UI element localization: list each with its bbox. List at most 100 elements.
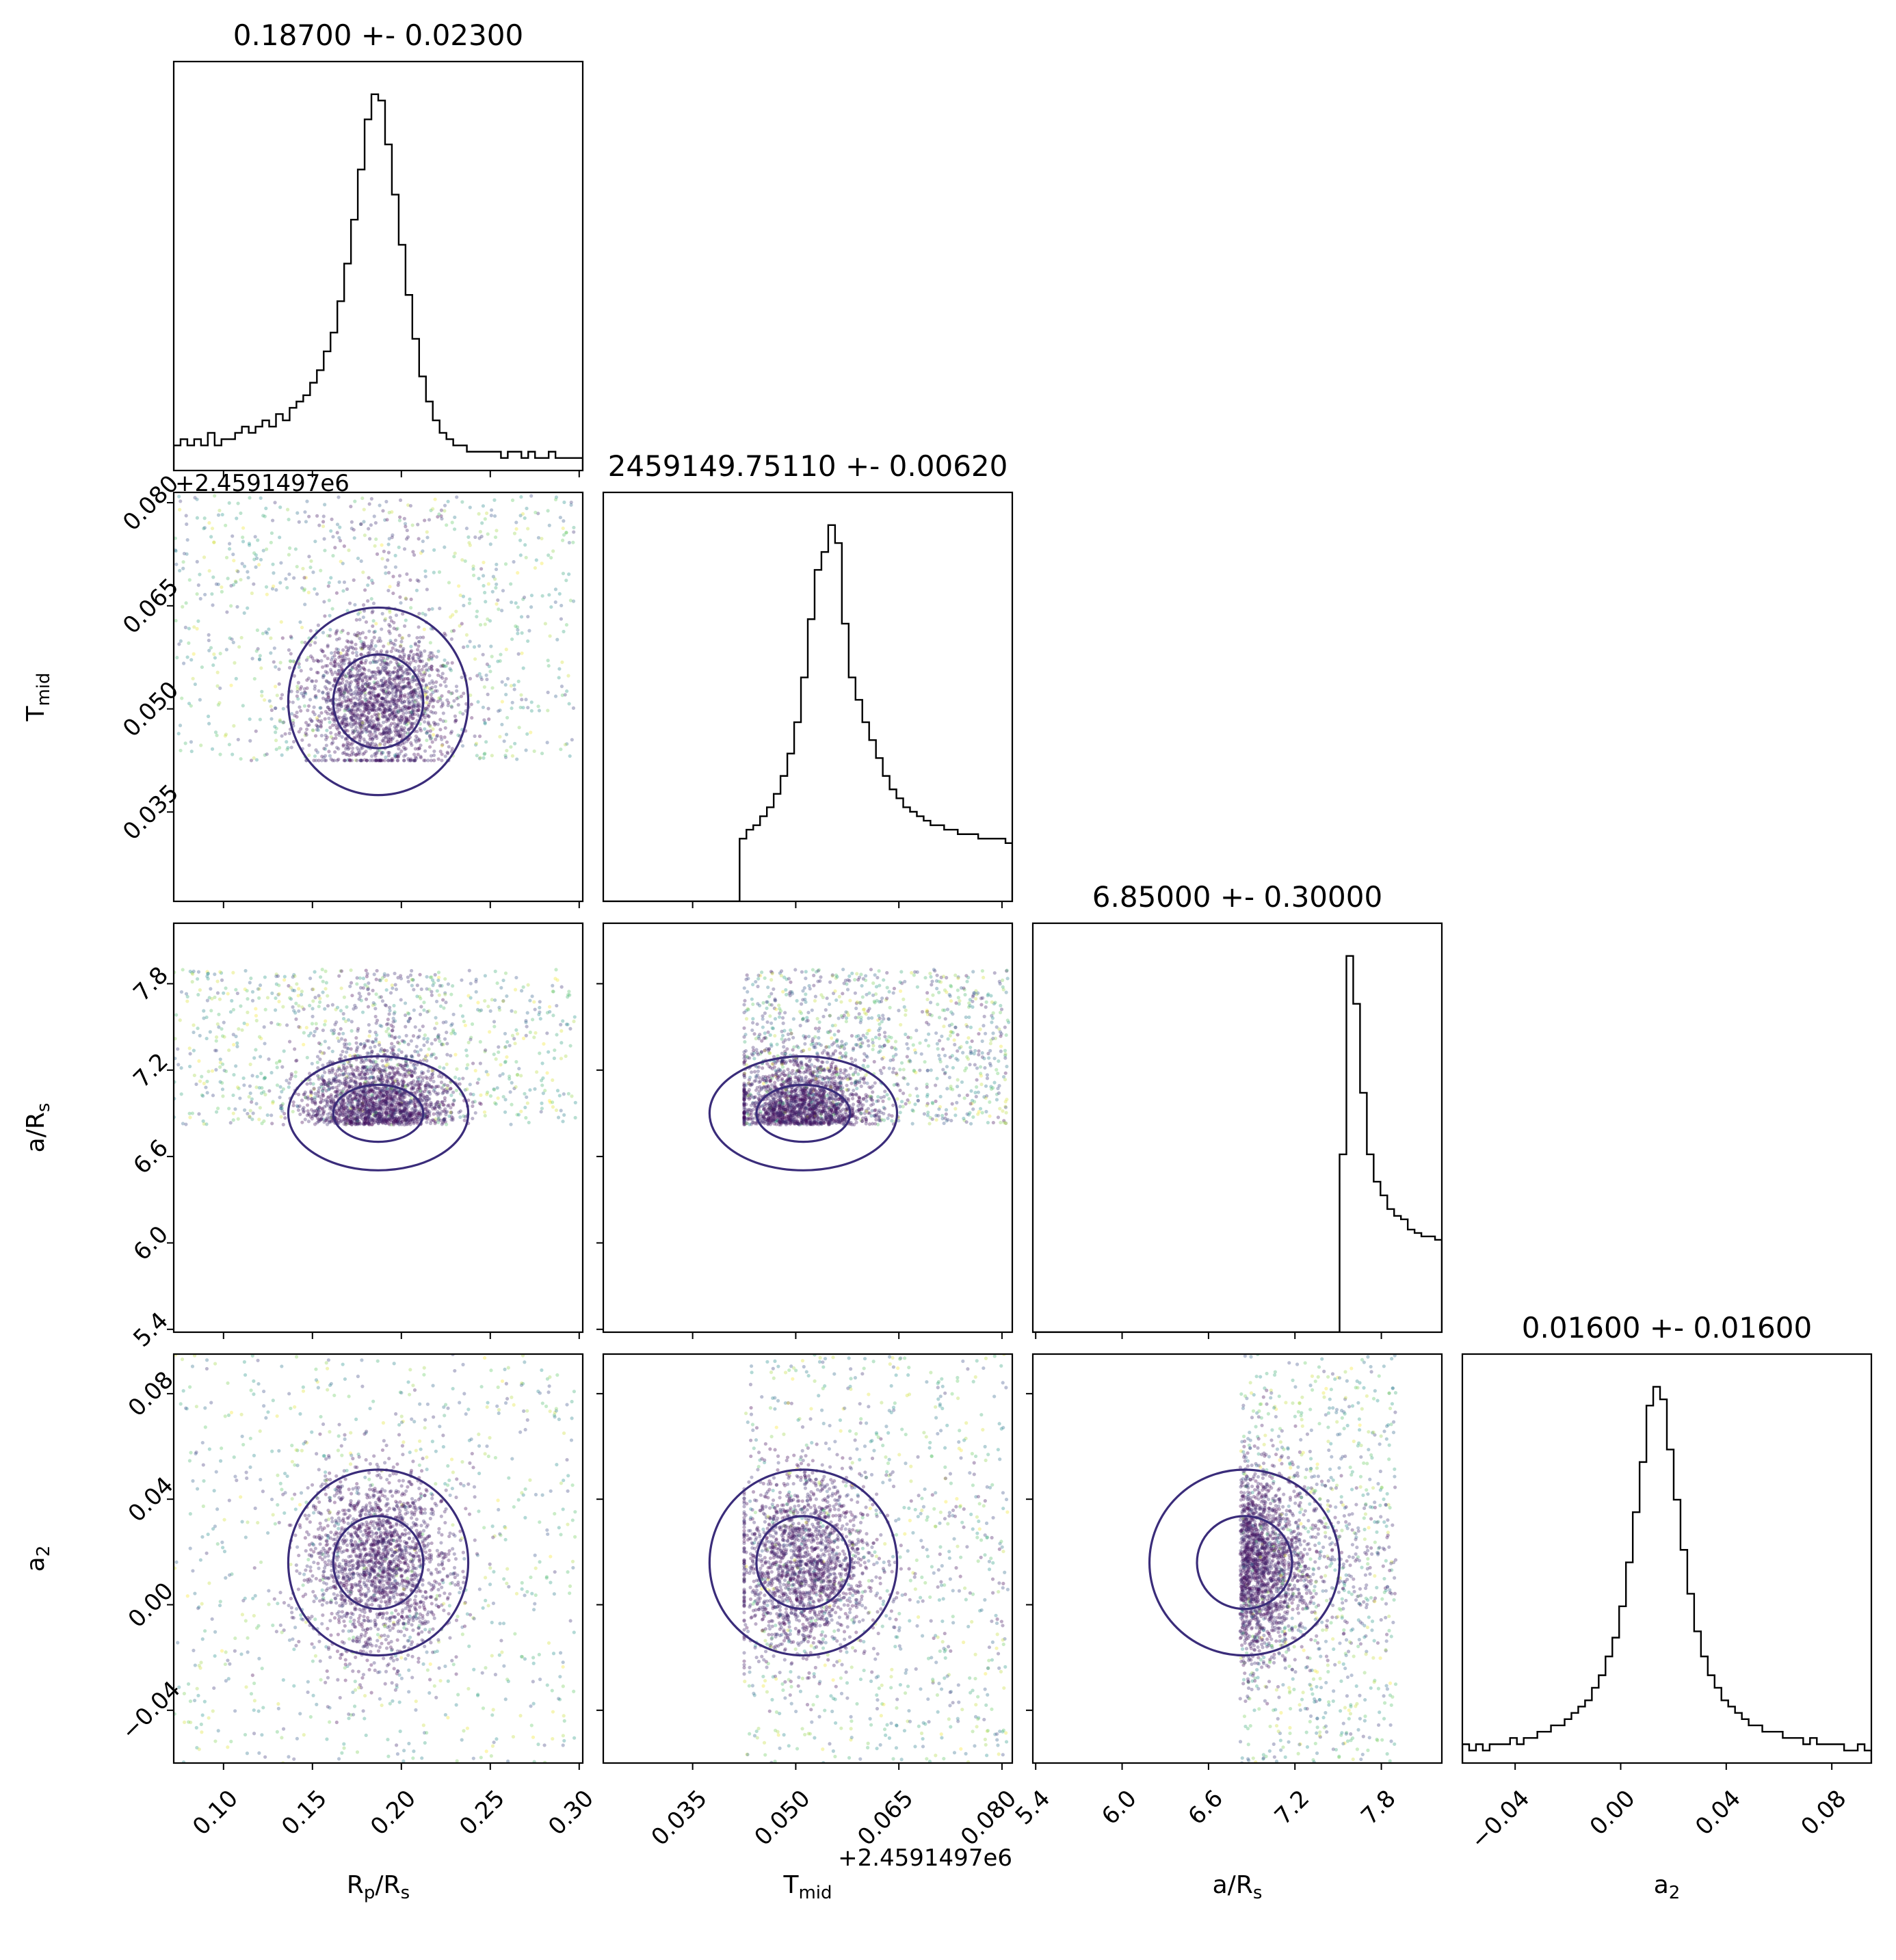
sample-point <box>554 968 558 972</box>
sample-point <box>385 649 389 654</box>
sample-point <box>295 982 299 986</box>
sample-point <box>274 588 278 592</box>
sample-point <box>440 672 445 676</box>
sample-point <box>401 711 406 716</box>
sample-point <box>322 537 326 541</box>
sample-point <box>315 670 319 674</box>
sample-point <box>393 1072 397 1076</box>
sample-point <box>451 1090 456 1094</box>
sample-point <box>388 585 392 589</box>
sample-point <box>384 700 388 704</box>
sample-point <box>380 696 384 701</box>
sample-point <box>318 975 323 979</box>
sample-point <box>329 699 333 703</box>
sample-point <box>337 747 341 751</box>
sample-point <box>401 758 406 763</box>
sample-point <box>327 581 331 585</box>
sample-point <box>397 1063 401 1067</box>
sample-point <box>391 707 396 712</box>
sample-point <box>207 721 211 726</box>
sample-point <box>352 528 356 532</box>
sample-point <box>297 665 301 670</box>
sample-point <box>448 1087 453 1091</box>
sample-point <box>365 1108 369 1112</box>
sample-point <box>553 587 558 592</box>
sample-point <box>419 650 423 654</box>
sample-point <box>342 673 347 677</box>
sample-point <box>453 1031 457 1036</box>
sample-point <box>418 1086 422 1090</box>
sample-point <box>387 750 391 755</box>
sample-point <box>405 1070 409 1074</box>
sample-point <box>202 1122 206 1126</box>
sample-point <box>341 658 345 662</box>
sample-point <box>371 674 375 678</box>
sample-point <box>379 687 384 692</box>
sample-point <box>382 683 387 687</box>
sample-point <box>409 685 413 689</box>
sample-point <box>235 991 239 996</box>
sample-point <box>363 688 367 692</box>
sample-point <box>321 990 325 994</box>
sample-point <box>373 1031 378 1035</box>
sample-point <box>334 591 339 595</box>
sample-point <box>182 661 186 665</box>
sample-point <box>341 744 345 748</box>
sample-point <box>250 1074 254 1078</box>
sample-point <box>355 1065 359 1070</box>
sample-point <box>489 514 493 518</box>
sample-point <box>512 1037 516 1041</box>
sample-point <box>223 734 227 738</box>
sample-point <box>437 512 441 516</box>
sample-point <box>438 698 443 702</box>
sample-point <box>354 702 358 706</box>
sample-point <box>250 591 254 596</box>
sample-point <box>341 1104 345 1109</box>
sample-point <box>422 627 426 631</box>
sample-point <box>306 723 310 728</box>
sample-point <box>386 1081 391 1085</box>
sample-point <box>391 1111 395 1115</box>
sample-point <box>360 721 365 725</box>
sample-point <box>365 1117 369 1122</box>
sample-point <box>397 1042 401 1046</box>
sample-point <box>384 1113 389 1117</box>
sample-point <box>316 725 320 729</box>
sample-point <box>401 648 405 652</box>
sample-point <box>303 1090 307 1094</box>
sample-point <box>369 644 373 648</box>
sample-point <box>326 1004 330 1008</box>
sample-point <box>224 1069 228 1074</box>
sample-point <box>411 675 415 679</box>
sample-point <box>503 1098 508 1102</box>
sample-point <box>324 733 328 737</box>
sample-point <box>433 721 438 726</box>
sample-point <box>261 631 265 635</box>
sample-point <box>534 1031 538 1035</box>
sample-point <box>404 676 408 681</box>
sample-point <box>224 648 228 652</box>
sample-point <box>435 667 439 672</box>
sample-point <box>351 665 355 670</box>
sample-point <box>295 1104 300 1108</box>
sample-point <box>342 1117 346 1122</box>
sample-point <box>398 1093 402 1097</box>
sample-point <box>232 1043 236 1047</box>
sample-point <box>433 689 438 693</box>
sample-point <box>375 708 379 713</box>
sample-point <box>411 694 415 698</box>
sample-point <box>364 1102 368 1106</box>
sample-point <box>257 996 261 1000</box>
sample-point <box>407 719 411 724</box>
sample-point <box>358 738 362 742</box>
sample-point <box>559 1109 563 1113</box>
sample-point <box>370 1039 375 1044</box>
sample-point <box>271 562 275 566</box>
sample-point <box>367 724 371 728</box>
sample-point <box>278 1096 282 1100</box>
sample-point <box>440 1100 445 1104</box>
sample-point <box>355 1121 360 1125</box>
sample-point <box>438 696 443 700</box>
sample-point <box>380 557 384 561</box>
sample-point <box>311 1114 315 1119</box>
